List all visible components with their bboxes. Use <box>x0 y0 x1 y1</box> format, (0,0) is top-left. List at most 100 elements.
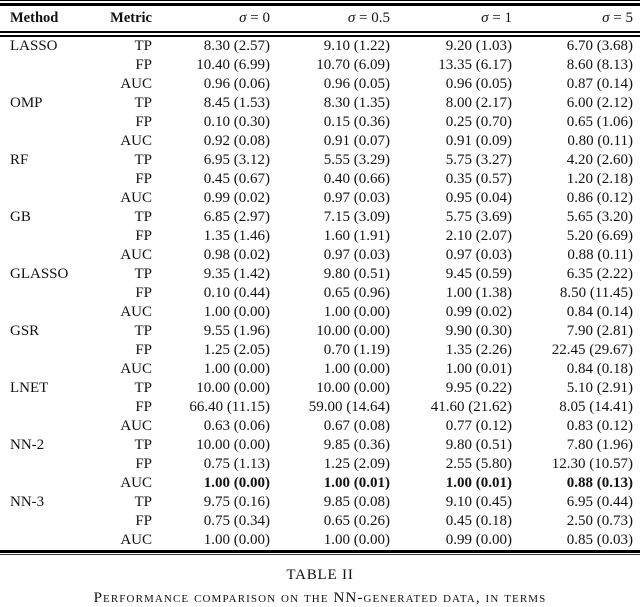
bottom-rule-thin <box>0 554 640 555</box>
table-row: FP 1.25 (2.05) 0.70 (1.19) 1.35 (2.26) 2… <box>0 341 640 360</box>
value-cell-sigma-5: 0.88 (0.13) <box>566 475 633 491</box>
method-name: LNET <box>10 380 49 396</box>
value-cell-sigma-5: 0.86 (0.12) <box>566 190 633 206</box>
value-cell-sigma-0: 66.40 (11.15) <box>189 399 270 415</box>
table-row: RF TP 6.95 (3.12) 5.55 (3.29) 5.75 (3.27… <box>0 151 640 170</box>
table-caption-label: TABLE II <box>286 567 354 583</box>
metric-label: TP <box>134 323 152 339</box>
method-name <box>10 284 100 303</box>
value-cell-sigma-05: 9.80 (0.51) <box>323 266 390 282</box>
column-header-metric: Metric <box>110 10 152 26</box>
metric-label: AUC <box>120 247 152 263</box>
value-cell-sigma-0: 0.10 (0.30) <box>203 114 270 130</box>
value-cell-sigma-0: 1.00 (0.00) <box>203 361 270 377</box>
metric-label: AUC <box>120 304 152 320</box>
value-cell-sigma-1: 9.80 (0.51) <box>445 437 512 453</box>
value-cell-sigma-0: 0.45 (0.67) <box>203 171 270 187</box>
table-row: OMP TP 8.45 (1.53) 8.30 (1.35) 8.00 (2.1… <box>0 94 640 113</box>
value-cell-sigma-0: 8.30 (2.57) <box>203 38 270 54</box>
value-cell-sigma-05: 8.30 (1.35) <box>323 95 390 111</box>
method-name <box>10 417 100 436</box>
sigma-value: = 0 <box>246 10 270 26</box>
value-cell-sigma-5: 6.35 (2.22) <box>566 266 633 282</box>
value-cell-sigma-05: 0.91 (0.07) <box>323 133 390 149</box>
value-cell-sigma-5: 2.50 (0.73) <box>566 513 633 529</box>
value-cell-sigma-5: 7.90 (2.81) <box>566 323 633 339</box>
value-cell-sigma-05: 1.00 (0.00) <box>323 304 390 320</box>
value-cell-sigma-5: 12.30 (10.57) <box>551 456 633 472</box>
value-cell-sigma-1: 0.45 (0.18) <box>445 513 512 529</box>
value-cell-sigma-05: 5.55 (3.29) <box>323 152 390 168</box>
top-rule-thin <box>0 0 640 1</box>
method-name <box>10 455 100 474</box>
table-row: NN-3 TP 9.75 (0.16) 9.85 (0.08) 9.10 (0.… <box>0 493 640 512</box>
column-header-sigma-05: σ = 0.5 <box>270 6 390 31</box>
value-cell-sigma-05: 0.65 (0.26) <box>323 513 390 529</box>
method-name <box>10 170 100 189</box>
value-cell-sigma-0: 9.35 (1.42) <box>203 266 270 282</box>
sigma-symbol: σ <box>347 10 356 26</box>
value-cell-sigma-1: 9.10 (0.45) <box>445 494 512 510</box>
metric-label: AUC <box>120 133 152 149</box>
value-cell-sigma-05: 10.70 (6.09) <box>316 57 390 73</box>
value-cell-sigma-1: 0.91 (0.09) <box>445 133 512 149</box>
value-cell-sigma-1: 0.25 (0.70) <box>445 114 512 130</box>
metric-label: TP <box>134 266 152 282</box>
value-cell-sigma-05: 7.15 (3.09) <box>323 209 390 225</box>
table-row: AUC 1.00 (0.00) 1.00 (0.01) 1.00 (0.01) … <box>0 474 640 493</box>
sigma-value: = 5 <box>609 10 633 26</box>
value-cell-sigma-5: 6.00 (2.12) <box>566 95 633 111</box>
value-cell-sigma-0: 9.55 (1.96) <box>203 323 270 339</box>
value-cell-sigma-5: 5.20 (6.69) <box>566 228 633 244</box>
value-cell-sigma-1: 1.00 (0.01) <box>445 361 512 377</box>
metric-label: FP <box>135 513 152 529</box>
value-cell-sigma-05: 1.25 (2.09) <box>323 456 390 472</box>
value-cell-sigma-05: 0.65 (0.96) <box>323 285 390 301</box>
table-row: FP 0.75 (0.34) 0.65 (0.26) 0.45 (0.18) 2… <box>0 512 640 531</box>
metric-label: TP <box>134 95 152 111</box>
table-header-row: Method Metric σ = 0 σ = 0.5 σ = 1 σ = 5 <box>0 6 640 31</box>
metric-label: FP <box>135 114 152 130</box>
value-cell-sigma-1: 8.00 (2.17) <box>445 95 512 111</box>
metric-label: FP <box>135 342 152 358</box>
value-cell-sigma-5: 5.65 (3.20) <box>566 209 633 225</box>
metric-label: FP <box>135 285 152 301</box>
table-row: GLASSO TP 9.35 (1.42) 9.80 (0.51) 9.45 (… <box>0 265 640 284</box>
value-cell-sigma-1: 5.75 (3.27) <box>445 152 512 168</box>
value-cell-sigma-0: 6.85 (2.97) <box>203 209 270 225</box>
table-row: GB TP 6.85 (2.97) 7.15 (3.09) 5.75 (3.69… <box>0 208 640 227</box>
metric-label: AUC <box>120 475 152 491</box>
value-cell-sigma-1: 9.95 (0.22) <box>445 380 512 396</box>
value-cell-sigma-5: 22.45 (29.67) <box>551 342 633 358</box>
metric-label: AUC <box>120 361 152 377</box>
metric-label: TP <box>134 209 152 225</box>
column-header-sigma-1: σ = 1 <box>390 6 512 31</box>
value-cell-sigma-0: 1.25 (2.05) <box>203 342 270 358</box>
value-cell-sigma-05: 59.00 (14.64) <box>308 399 390 415</box>
value-cell-sigma-1: 1.35 (2.26) <box>445 342 512 358</box>
method-name <box>10 189 100 208</box>
value-cell-sigma-1: 0.96 (0.05) <box>445 76 512 92</box>
method-name: RF <box>10 152 29 168</box>
metric-label: TP <box>134 380 152 396</box>
metric-label: TP <box>134 152 152 168</box>
value-cell-sigma-05: 0.15 (0.36) <box>323 114 390 130</box>
value-cell-sigma-0: 10.00 (0.00) <box>196 437 270 453</box>
value-cell-sigma-5: 6.70 (3.68) <box>566 38 633 54</box>
value-cell-sigma-1: 0.77 (0.12) <box>445 418 512 434</box>
table-row: AUC 0.99 (0.02) 0.97 (0.03) 0.95 (0.04) … <box>0 189 640 208</box>
value-cell-sigma-1: 1.00 (0.01) <box>445 475 512 491</box>
table-row: LASSO TP 8.30 (2.57) 9.10 (1.22) 9.20 (1… <box>0 37 640 56</box>
value-cell-sigma-0: 10.40 (6.99) <box>196 57 270 73</box>
metric-label: AUC <box>120 418 152 434</box>
table-row: FP 0.45 (0.67) 0.40 (0.66) 0.35 (0.57) 1… <box>0 170 640 189</box>
value-cell-sigma-05: 0.97 (0.03) <box>323 247 390 263</box>
table-row: FP 10.40 (6.99) 10.70 (6.09) 13.35 (6.17… <box>0 56 640 75</box>
header-rule-upper <box>0 31 640 33</box>
metric-label: TP <box>134 38 152 54</box>
value-cell-sigma-05: 1.00 (0.00) <box>323 361 390 377</box>
table-body: LASSO TP 8.30 (2.57) 9.10 (1.22) 9.20 (1… <box>0 37 640 550</box>
value-cell-sigma-5: 7.80 (1.96) <box>566 437 633 453</box>
value-cell-sigma-05: 9.10 (1.22) <box>323 38 390 54</box>
value-cell-sigma-0: 1.00 (0.00) <box>203 532 270 548</box>
